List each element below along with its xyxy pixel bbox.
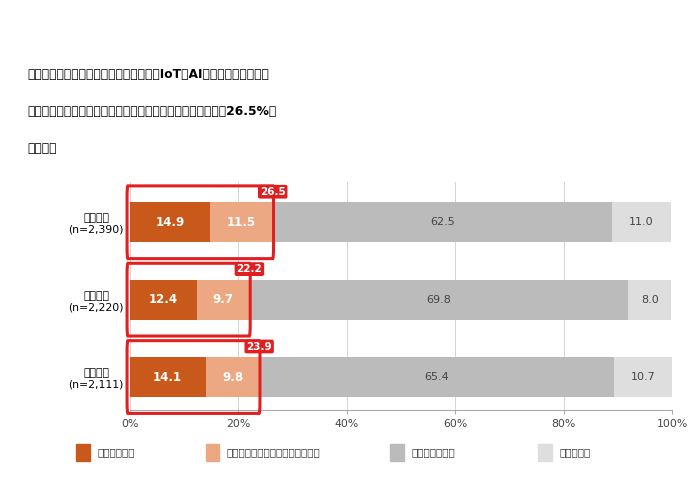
Text: 14.9: 14.9: [155, 216, 185, 229]
Text: 69.8: 69.8: [426, 295, 452, 305]
Text: 導入している: 導入している: [97, 448, 134, 457]
Bar: [130, 357, 206, 397]
Bar: [614, 357, 672, 397]
Text: 12.4: 12.4: [148, 293, 178, 306]
Bar: [206, 445, 219, 461]
Text: 26.5: 26.5: [260, 187, 286, 197]
Bar: [76, 445, 90, 461]
Text: 10.7: 10.7: [631, 372, 655, 382]
Text: 11.5: 11.5: [227, 216, 256, 229]
Text: 達した。: 達した。: [28, 142, 57, 155]
Bar: [206, 357, 259, 397]
Text: ＩｏＴ・ＡＩ等のシステム・サービスの導入状況: ＩｏＴ・ＡＩ等のシステム・サービスの導入状況: [220, 23, 480, 42]
Text: 9.8: 9.8: [222, 371, 243, 384]
Text: 導入していないが導入予定がある: 導入していないが導入予定がある: [227, 448, 320, 457]
Text: 65.4: 65.4: [424, 372, 449, 382]
Bar: [612, 202, 671, 242]
Bar: [538, 445, 552, 461]
Bar: [391, 445, 404, 461]
Text: 8.0: 8.0: [641, 295, 659, 305]
Text: 23.9: 23.9: [246, 342, 272, 352]
Bar: [628, 280, 671, 320]
Text: 14.1: 14.1: [153, 371, 182, 384]
Bar: [130, 202, 210, 242]
Text: 導入していない: 導入していない: [412, 448, 455, 457]
Bar: [130, 280, 197, 320]
Text: デジタルデータの収集・解析等のため、IoT・AI等のシステム・サー: デジタルデータの収集・解析等のため、IoT・AI等のシステム・サー: [28, 68, 270, 81]
Bar: [259, 357, 614, 397]
Bar: [249, 280, 628, 320]
Text: わからない: わからない: [559, 448, 590, 457]
Bar: [197, 280, 249, 320]
Text: 62.5: 62.5: [430, 217, 454, 227]
Text: 22.2: 22.2: [237, 264, 262, 274]
Text: ビスを「導入している」又は「導入予定」の企業の割合は、26.5%に: ビスを「導入している」又は「導入予定」の企業の割合は、26.5%に: [28, 105, 277, 118]
Text: 9.7: 9.7: [213, 293, 234, 306]
Bar: [273, 202, 612, 242]
Bar: [210, 202, 273, 242]
Text: 11.0: 11.0: [629, 217, 654, 227]
